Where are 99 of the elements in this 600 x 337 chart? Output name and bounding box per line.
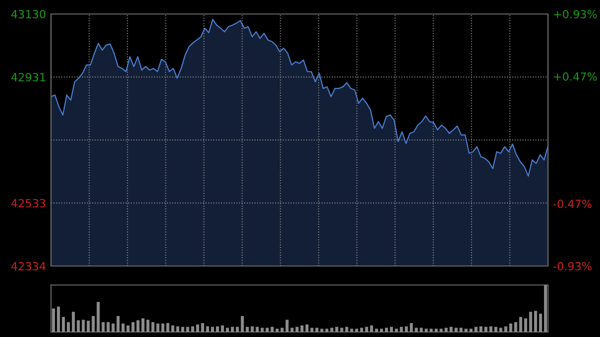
bar: [514, 322, 518, 332]
bar: [106, 322, 110, 332]
y2-tick-label: +0.93%: [554, 10, 597, 18]
bar: [226, 328, 229, 332]
bar: [136, 320, 140, 332]
bar: [355, 328, 358, 332]
bar: [404, 326, 408, 332]
bar: [52, 308, 55, 332]
bar: [290, 328, 294, 332]
bar: [276, 328, 279, 332]
bar: [414, 328, 418, 332]
bar: [460, 328, 463, 332]
bar: [66, 322, 70, 332]
bar: [266, 328, 269, 332]
bar: [474, 326, 478, 332]
bar: [524, 318, 528, 332]
bar: [310, 328, 314, 332]
y-tick-label: 42533: [11, 198, 46, 208]
bar: [305, 324, 308, 332]
bar: [335, 326, 338, 332]
bar: [270, 326, 274, 332]
bar: [484, 326, 488, 332]
bar: [62, 316, 65, 332]
bar: [434, 328, 438, 332]
bar: [454, 328, 458, 332]
y2-tick-label: -0.47%: [553, 200, 592, 208]
bar: [102, 322, 105, 332]
bar: [112, 324, 115, 332]
bar: [394, 328, 398, 332]
bar: [186, 326, 190, 332]
bar: [161, 324, 164, 332]
bar: [469, 328, 472, 332]
bar: [345, 326, 348, 332]
bar: [216, 326, 219, 332]
bar: [146, 320, 150, 332]
bar: [375, 328, 378, 332]
bar: [320, 328, 324, 332]
bar: [360, 328, 364, 332]
bar: [350, 328, 354, 332]
bar: [330, 328, 334, 332]
bar: [181, 326, 184, 332]
bar: [280, 328, 284, 332]
bar: [315, 328, 318, 332]
bar: [151, 322, 154, 332]
bar: [76, 320, 80, 332]
bar: [300, 325, 304, 332]
bar: [539, 314, 542, 332]
bar: [126, 325, 130, 332]
bar: [384, 328, 388, 332]
bar: [499, 328, 502, 332]
bar: [260, 328, 264, 332]
y-tick-label: 43130: [11, 10, 46, 18]
bar: [444, 328, 448, 332]
bar: [509, 324, 512, 332]
bar: [166, 323, 170, 332]
bar: [201, 323, 204, 332]
bar: [240, 316, 244, 332]
bar: [230, 326, 234, 332]
bar: [122, 324, 125, 332]
bar: [370, 325, 374, 332]
bar: [72, 312, 75, 332]
bar: [196, 324, 200, 332]
bar: [191, 326, 194, 332]
bar: [430, 328, 433, 332]
bar: [56, 306, 60, 332]
y-tick-label: 42931: [11, 72, 46, 82]
bar: [86, 320, 90, 332]
bar: [410, 323, 413, 332]
bar: [246, 326, 249, 332]
bar: [529, 312, 532, 332]
bar: [96, 302, 100, 332]
bar: [206, 326, 210, 332]
bar: [286, 320, 289, 332]
bar: [250, 326, 254, 332]
bar: [365, 326, 368, 332]
bar: [400, 326, 403, 332]
bar: [390, 326, 393, 332]
bar: [156, 324, 160, 332]
bar: [489, 326, 492, 332]
bar: [479, 326, 482, 332]
bar: [519, 316, 522, 332]
bar: [116, 316, 120, 332]
bar: [534, 310, 538, 332]
bar: [236, 326, 239, 332]
bar: [380, 328, 383, 332]
bar: [82, 320, 85, 332]
bar: [325, 328, 328, 332]
bar: [450, 326, 453, 332]
bar: [296, 326, 299, 332]
bar: [220, 325, 224, 332]
bar: [141, 318, 144, 332]
y2-tick-label: +0.47%: [554, 72, 597, 81]
bar: [464, 328, 468, 332]
y2-tick-label: -0.93%: [553, 262, 592, 270]
y-tick-label: 42334: [11, 262, 46, 270]
bar: [211, 326, 214, 332]
bar: [494, 326, 498, 332]
bar: [132, 322, 134, 332]
bar: [440, 328, 443, 332]
